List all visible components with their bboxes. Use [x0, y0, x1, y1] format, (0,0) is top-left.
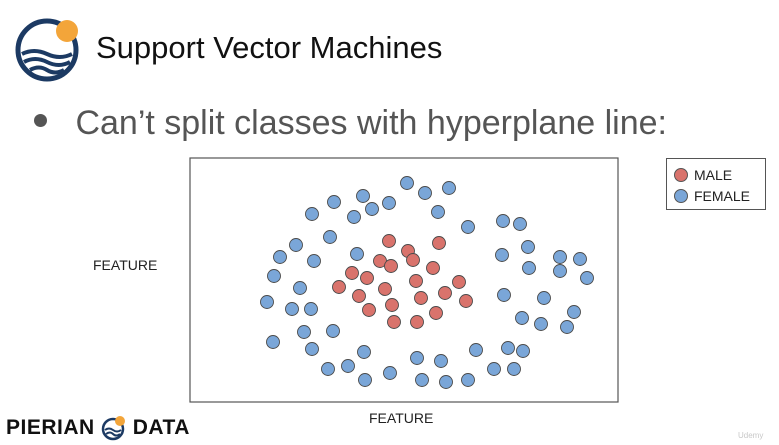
- point-female: [327, 195, 341, 209]
- point-male: [426, 261, 440, 275]
- point-female: [415, 373, 429, 387]
- point-female: [321, 362, 335, 376]
- point-female: [400, 176, 414, 190]
- point-female: [410, 351, 424, 365]
- point-female: [307, 254, 321, 268]
- slide-title: Support Vector Machines: [96, 30, 443, 65]
- point-female: [439, 375, 453, 389]
- point-female: [497, 288, 511, 302]
- bullet-point: Can’t split classes with hyperplane line…: [34, 104, 667, 143]
- bullet-dot: [34, 114, 47, 127]
- brand-footer: PIERIAN DATA: [6, 415, 190, 441]
- point-male: [410, 315, 424, 329]
- point-female: [534, 317, 548, 331]
- point-female: [553, 264, 567, 278]
- legend-swatch-female: [674, 189, 688, 203]
- point-female: [495, 248, 509, 262]
- point-male: [429, 306, 443, 320]
- company-logo-icon: [15, 18, 79, 82]
- point-female: [357, 345, 371, 359]
- point-female: [305, 207, 319, 221]
- point-female: [266, 335, 280, 349]
- point-female: [469, 343, 483, 357]
- point-female: [341, 359, 355, 373]
- bullet-text: Can’t split classes with hyperplane line…: [75, 104, 667, 142]
- y-axis-label: FEATURE: [93, 257, 158, 273]
- point-male: [378, 282, 392, 296]
- point-female: [434, 354, 448, 368]
- point-female: [553, 250, 567, 264]
- plot-frame: [189, 157, 619, 403]
- point-male: [406, 253, 420, 267]
- point-female: [273, 250, 287, 264]
- brand-word-2: DATA: [132, 416, 190, 439]
- point-female: [496, 214, 510, 228]
- point-female: [522, 261, 536, 275]
- point-male: [382, 234, 396, 248]
- point-female: [285, 302, 299, 316]
- point-female: [521, 240, 535, 254]
- point-female: [293, 281, 307, 295]
- point-female: [515, 311, 529, 325]
- point-female: [356, 189, 370, 203]
- legend-item-male: MALE: [674, 165, 732, 185]
- point-female: [365, 202, 379, 216]
- point-male: [409, 274, 423, 288]
- point-female: [461, 220, 475, 234]
- legend-swatch-male: [674, 168, 688, 182]
- point-male: [345, 266, 359, 280]
- point-female: [507, 362, 521, 376]
- point-female: [442, 181, 456, 195]
- point-female: [297, 325, 311, 339]
- point-female: [487, 362, 501, 376]
- point-female: [382, 196, 396, 210]
- brand-word-1: PIERIAN: [6, 416, 95, 439]
- point-female: [260, 295, 274, 309]
- point-female: [516, 344, 530, 358]
- point-female: [513, 217, 527, 231]
- point-female: [305, 342, 319, 356]
- point-female: [347, 210, 361, 224]
- point-female: [501, 341, 515, 355]
- brand-logo-icon: [101, 416, 125, 441]
- point-male: [385, 298, 399, 312]
- point-female: [326, 324, 340, 338]
- point-male: [414, 291, 428, 305]
- point-male: [459, 294, 473, 308]
- point-female: [418, 186, 432, 200]
- legend-label-female: FEMALE: [694, 188, 751, 204]
- point-male: [384, 259, 398, 273]
- point-female: [323, 230, 337, 244]
- point-female: [580, 271, 594, 285]
- point-male: [438, 286, 452, 300]
- point-male: [352, 289, 366, 303]
- point-male: [332, 280, 346, 294]
- point-female: [431, 205, 445, 219]
- point-female: [560, 320, 574, 334]
- point-male: [432, 236, 446, 250]
- watermark: Udemy: [738, 431, 764, 440]
- point-female: [461, 373, 475, 387]
- point-male: [362, 303, 376, 317]
- point-female: [289, 238, 303, 252]
- legend-item-female: FEMALE: [674, 186, 750, 206]
- x-axis-label: FEATURE: [369, 410, 434, 426]
- chart-legend: MALE FEMALE: [666, 158, 766, 210]
- point-female: [358, 373, 372, 387]
- point-female: [350, 247, 364, 261]
- point-female: [573, 252, 587, 266]
- point-male: [360, 271, 374, 285]
- point-male: [452, 275, 466, 289]
- legend-label-male: MALE: [694, 167, 733, 183]
- point-male: [387, 315, 401, 329]
- point-female: [304, 302, 318, 316]
- point-female: [383, 366, 397, 380]
- point-female: [537, 291, 551, 305]
- point-female: [267, 269, 281, 283]
- point-female: [567, 305, 581, 319]
